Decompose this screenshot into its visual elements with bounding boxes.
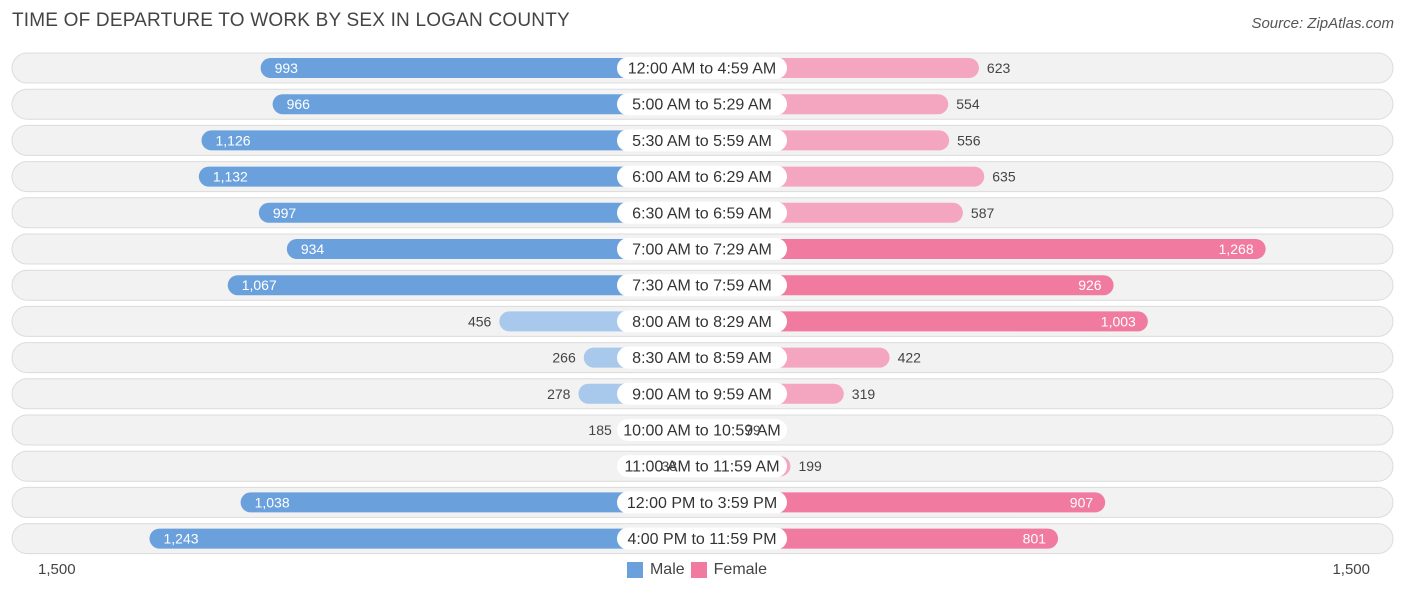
value-label-female: 635 (992, 169, 1016, 185)
chart-row: 8:00 AM to 8:29 AM 456 1,003 (11, 305, 1394, 337)
category-label: 6:00 AM to 6:29 AM (632, 169, 772, 186)
category-label: 10:00 AM to 10:59 AM (623, 423, 780, 440)
bar-male (201, 130, 715, 151)
value-label-female: 907 (1070, 494, 1094, 510)
category-pill (617, 455, 787, 478)
bar-female (690, 275, 1114, 296)
chart-row: 7:00 AM to 7:29 AM 934 1,268 (11, 233, 1394, 265)
bar-male (149, 528, 714, 549)
category-pill (617, 491, 787, 514)
value-label-female: 1,003 (1101, 313, 1136, 329)
bar-female (690, 311, 1148, 332)
value-label-female: 319 (852, 386, 876, 402)
category-label: 6:30 AM to 6:59 AM (632, 205, 772, 222)
category-pill (617, 57, 787, 79)
value-label-female: 556 (957, 132, 981, 148)
bar-male (260, 58, 714, 78)
value-label-male: 966 (287, 96, 311, 112)
category-pill (617, 238, 787, 260)
chart-row: 6:30 AM to 6:59 AM 997 587 (11, 197, 1394, 229)
value-label-female: 199 (798, 458, 822, 474)
legend-item-female: Female (690, 561, 768, 579)
value-label-female: 1,268 (1219, 241, 1254, 257)
category-pill (617, 310, 787, 333)
chart-row: 12:00 AM to 4:59 AM 993 623 (11, 52, 1394, 84)
bar-female (690, 492, 1106, 513)
axis-label-right: 1,500 (1332, 561, 1370, 578)
value-label-male: 997 (273, 205, 297, 221)
value-label-male: 456 (468, 313, 492, 329)
bar-male (240, 492, 714, 513)
bar-male (258, 202, 714, 223)
category-label: 12:00 AM to 4:59 AM (628, 61, 777, 78)
value-label-female: 554 (956, 96, 980, 112)
category-label: 7:00 AM to 7:29 AM (632, 242, 772, 259)
source-attribution: Source: ZipAtlas.com (1251, 15, 1394, 32)
value-label-male: 1,132 (213, 169, 248, 185)
chart-row: 5:00 AM to 5:29 AM 966 554 (11, 88, 1394, 120)
chart-row: 9:00 AM to 9:59 AM 278 319 (11, 378, 1394, 410)
chart-row: 10:00 AM to 10:59 AM 185 79 (11, 414, 1394, 446)
category-label: 5:00 AM to 5:29 AM (632, 97, 772, 114)
value-label-female: 926 (1078, 277, 1102, 293)
bar-female (690, 239, 1266, 259)
value-label-male: 1,126 (215, 132, 250, 148)
category-label: 8:30 AM to 8:59 AM (632, 350, 772, 367)
value-label-male: 266 (552, 350, 576, 366)
bar-male (198, 166, 715, 187)
chart-area: 12:00 AM to 4:59 AM 993 623 5:00 AM to 5:29… (11, 52, 1394, 555)
category-label: 11:00 AM to 11:59 AM (624, 459, 779, 476)
value-label-male: 1,243 (163, 531, 198, 547)
category-label: 8:00 AM to 8:29 AM (632, 314, 772, 331)
category-label: 7:30 AM to 7:59 AM (632, 278, 772, 295)
value-label-male: 1,038 (255, 494, 290, 510)
chart-row: 4:00 PM to 11:59 PM 1,243 801 (11, 523, 1394, 555)
category-pill (617, 201, 787, 224)
bar-male (286, 239, 714, 259)
legend-label-male: Male (649, 561, 685, 578)
value-label-male: 1,067 (242, 277, 277, 293)
category-pill (617, 527, 787, 550)
category-label: 5:30 AM to 5:59 AM (632, 133, 772, 150)
value-label-female: 79 (745, 422, 761, 438)
legend-label-female: Female (713, 561, 768, 578)
chart-row: 12:00 PM to 3:59 PM 1,038 907 (11, 486, 1394, 518)
bar-male (272, 94, 714, 115)
value-label-male: 278 (547, 386, 571, 402)
value-label-female: 422 (898, 350, 922, 366)
chart-title: TIME OF DEPARTURE TO WORK BY SEX IN LOGA… (12, 10, 570, 31)
value-label-male: 185 (588, 422, 612, 438)
category-pill (617, 382, 787, 405)
chart-row: 7:30 AM to 7:59 AM 1,067 926 (11, 269, 1394, 301)
legend-item-male: Male (626, 561, 685, 579)
chart-row: 5:30 AM to 5:59 AM 1,126 556 (11, 124, 1394, 156)
value-label-male: 38 (662, 458, 678, 474)
value-label-female: 623 (987, 60, 1011, 76)
value-label-male: 993 (275, 60, 299, 76)
value-label-female: 587 (971, 205, 995, 221)
legend-swatch-male (626, 562, 643, 578)
category-pill (617, 165, 787, 188)
value-label-male: 934 (301, 241, 325, 257)
value-label-female: 801 (1023, 531, 1047, 547)
axis-label-left: 1,500 (38, 561, 76, 578)
category-label: 9:00 AM to 9:59 AM (632, 386, 772, 403)
legend: Male Female (0, 561, 1406, 579)
chart-row: 8:30 AM to 8:59 AM 266 422 (11, 342, 1394, 374)
category-pill (617, 419, 787, 441)
chart-row: 6:00 AM to 6:29 AM 1,132 635 (11, 161, 1394, 193)
category-pill (617, 346, 787, 369)
category-label: 12:00 PM to 3:59 PM (627, 495, 777, 512)
category-pill (617, 129, 787, 152)
category-pill (617, 274, 787, 297)
legend-swatch-female (690, 562, 707, 578)
bar-male (227, 275, 714, 296)
category-pill (617, 93, 787, 116)
category-label: 4:00 PM to 11:59 PM (627, 531, 776, 548)
